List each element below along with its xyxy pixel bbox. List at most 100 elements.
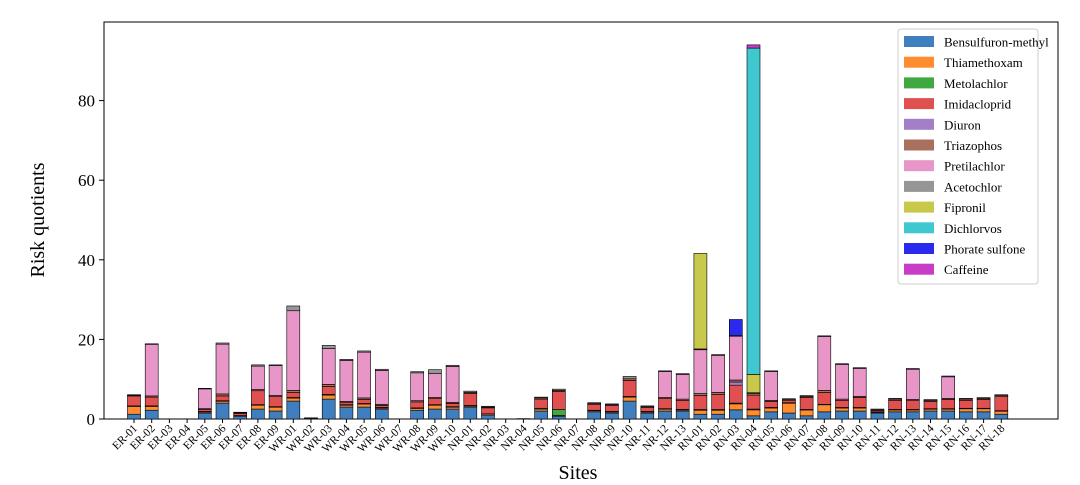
bar-segment-acetochlor-nr-06 [551,388,566,391]
bar-segment-imidacloprid-rn-12 [888,399,902,410]
bar-segment-thiamethoxam-er-02 [144,405,159,411]
legend-label: Triazophos [944,138,1002,153]
bar-segment-bensulfuron-methyl-nr-05 [534,410,548,420]
bar-segment-acetochlor-wr-02 [304,417,318,419]
bar-segment-thiamethoxam-rn-01 [693,409,708,415]
bar-segment-imidacloprid-wr-08 [410,401,425,409]
bar-segment-thiamethoxam-rn-06 [782,402,796,414]
bar-segment-fipronil-rn-01 [693,253,708,350]
bar-segment-imidacloprid-rn-10 [852,397,867,408]
bar-segment-thiamethoxam-rn-02 [711,409,725,415]
legend: Bensulfuron-methyl Thiamethoxam Metolachlo… [897,28,1049,285]
legend-frame [897,28,1039,285]
bar-segment-bensulfuron-methyl-er-05 [198,412,212,420]
bar-segment-imidacloprid-rn-07 [799,397,814,410]
bar-segment-acetochlor-wr-03 [321,345,336,349]
bar-segment-bensulfuron-methyl-nr-13 [675,410,690,420]
bar-segment-acetochlor-rn-17 [976,397,991,399]
legend-swatch [904,36,934,47]
bar-segment-bensulfuron-methyl-er-07 [233,415,247,420]
bar-segment-thiamethoxam-nr-10 [622,396,637,402]
bar-segment-imidacloprid-nr-06 [551,391,566,410]
bar-segment-acetochlor-nr-09 [605,403,619,405]
legend-swatch [904,263,934,275]
bar-segment-acetochlor-nr-02 [481,405,495,408]
bar-segment-pretilachlor-wr-03 [321,348,336,385]
bar-segment-acetochlor-rn-11 [870,408,885,411]
bar-segment-acetochlor-rn-07 [799,395,814,397]
bar-segment-acetochlor-wr-01 [286,305,301,312]
bar-segment-imidacloprid-rn-16 [959,399,973,409]
bar-segment-bensulfuron-methyl-er-02 [144,409,159,420]
bar-segment-thiamethoxam-rn-04 [746,409,761,417]
bar-segment-imidacloprid-er-06 [215,395,230,402]
bar-segment-pretilachlor-wr-06 [374,370,389,405]
bar-segment-bensulfuron-methyl-rn-11 [870,412,885,420]
bar-segment-bensulfuron-methyl-rn-06 [782,412,796,420]
bar-segment-acetochlor-wr-08 [410,371,425,374]
bar-segment-bensulfuron-methyl-wr-08 [410,409,425,420]
bar-segment-imidacloprid-er-08 [251,390,265,405]
bar-segment-imidacloprid-rn-08 [817,392,832,405]
bar-segment-bensulfuron-methyl-er-01 [127,413,141,420]
bar-segment-bensulfuron-methyl-rn-14 [923,410,938,420]
bar-segment-pretilachlor-er-05 [198,388,212,409]
bar-segment-acetochlor-nr-10 [622,376,637,380]
bar-segment-imidacloprid-nr-13 [675,399,690,410]
bar-segment-imidacloprid-wr-09 [428,398,442,405]
y-tick-label: 40 [78,251,95,270]
bar-segment-thiamethoxam-rn-08 [817,404,832,413]
y-tick-label: 0 [87,410,96,429]
bar-segment-acetochlor-er-08 [251,364,265,367]
bar-segment-bensulfuron-methyl-nr-11 [640,412,655,420]
bar-segment-imidacloprid-rn-09 [835,399,849,408]
legend-swatch [904,139,934,151]
legend-label: Diuron [944,117,981,132]
x-axis-label: Sites [559,462,598,484]
legend-swatch [904,56,934,68]
bar-segment-bensulfuron-methyl-rn-09 [835,410,849,420]
bar-segment-pretilachlor-er-02 [144,343,159,397]
legend-label: Thiamethoxam [944,55,1023,70]
bar-segment-bensulfuron-methyl-er-06 [215,402,230,420]
bar-segment-fipronil-rn-04 [746,374,761,394]
bar-segment-pretilachlor-wr-04 [339,360,354,402]
bar-segment-imidacloprid-rn-01 [693,395,708,410]
bar-segment-bensulfuron-methyl-nr-01 [463,406,478,420]
bar-segment-acetochlor-rn-09 [835,363,849,365]
bars-group [127,44,1009,420]
bar-segment-pretilachlor-wr-08 [410,372,425,401]
bar-segment-phorate-sulfone-rn-03 [728,319,743,336]
legend-label: Metolachlor [944,76,1008,91]
bar-segment-acetochlor-er-01 [127,394,141,396]
bar-segment-imidacloprid-rn-04 [746,394,761,410]
bar-segment-bensulfuron-methyl-wr-10 [445,408,460,420]
bar-segment-imidacloprid-wr-03 [321,386,336,395]
bar-segment-pretilachlor-rn-09 [835,364,849,400]
y-tick-label: 60 [78,171,95,190]
y-tick-label: 80 [78,92,95,111]
bar-segment-pretilachlor-rn-10 [852,368,867,397]
bar-segment-imidacloprid-wr-01 [286,392,301,398]
bar-segment-bensulfuron-methyl-rn-10 [852,410,867,420]
bar-segment-bensulfuron-methyl-rn-03 [728,409,743,420]
bar-segment-dichlorvos-rn-04 [746,47,761,375]
bar-segment-acetochlor-rn-16 [959,397,973,400]
bar-segment-bensulfuron-methyl-rn-01 [693,413,708,420]
bar-segment-acetochlor-rn-05 [764,370,779,372]
legend-swatch [904,98,934,110]
bar-segment-bensulfuron-methyl-rn-18 [994,413,1009,420]
bar-segment-thiamethoxam-wr-03 [321,394,336,400]
bar-segment-acetochlor-rn-15 [941,375,956,378]
bar-segment-acetochlor-er-09 [268,364,283,366]
bar-segment-acetochlor-er-06 [215,342,230,345]
bar-segment-thiamethoxam-er-01 [127,405,141,415]
bar-segment-imidacloprid-nr-02 [481,407,495,415]
bar-segment-acetochlor-er-05 [198,388,212,390]
bar-segment-acetochlor-rn-14 [923,399,938,401]
bar-segment-bensulfuron-methyl-nr-09 [605,412,619,420]
bar-segment-thiamethoxam-er-08 [251,404,265,410]
bar-segment-bensulfuron-methyl-rn-02 [711,413,725,420]
legend-label: Caffeine [944,262,989,277]
